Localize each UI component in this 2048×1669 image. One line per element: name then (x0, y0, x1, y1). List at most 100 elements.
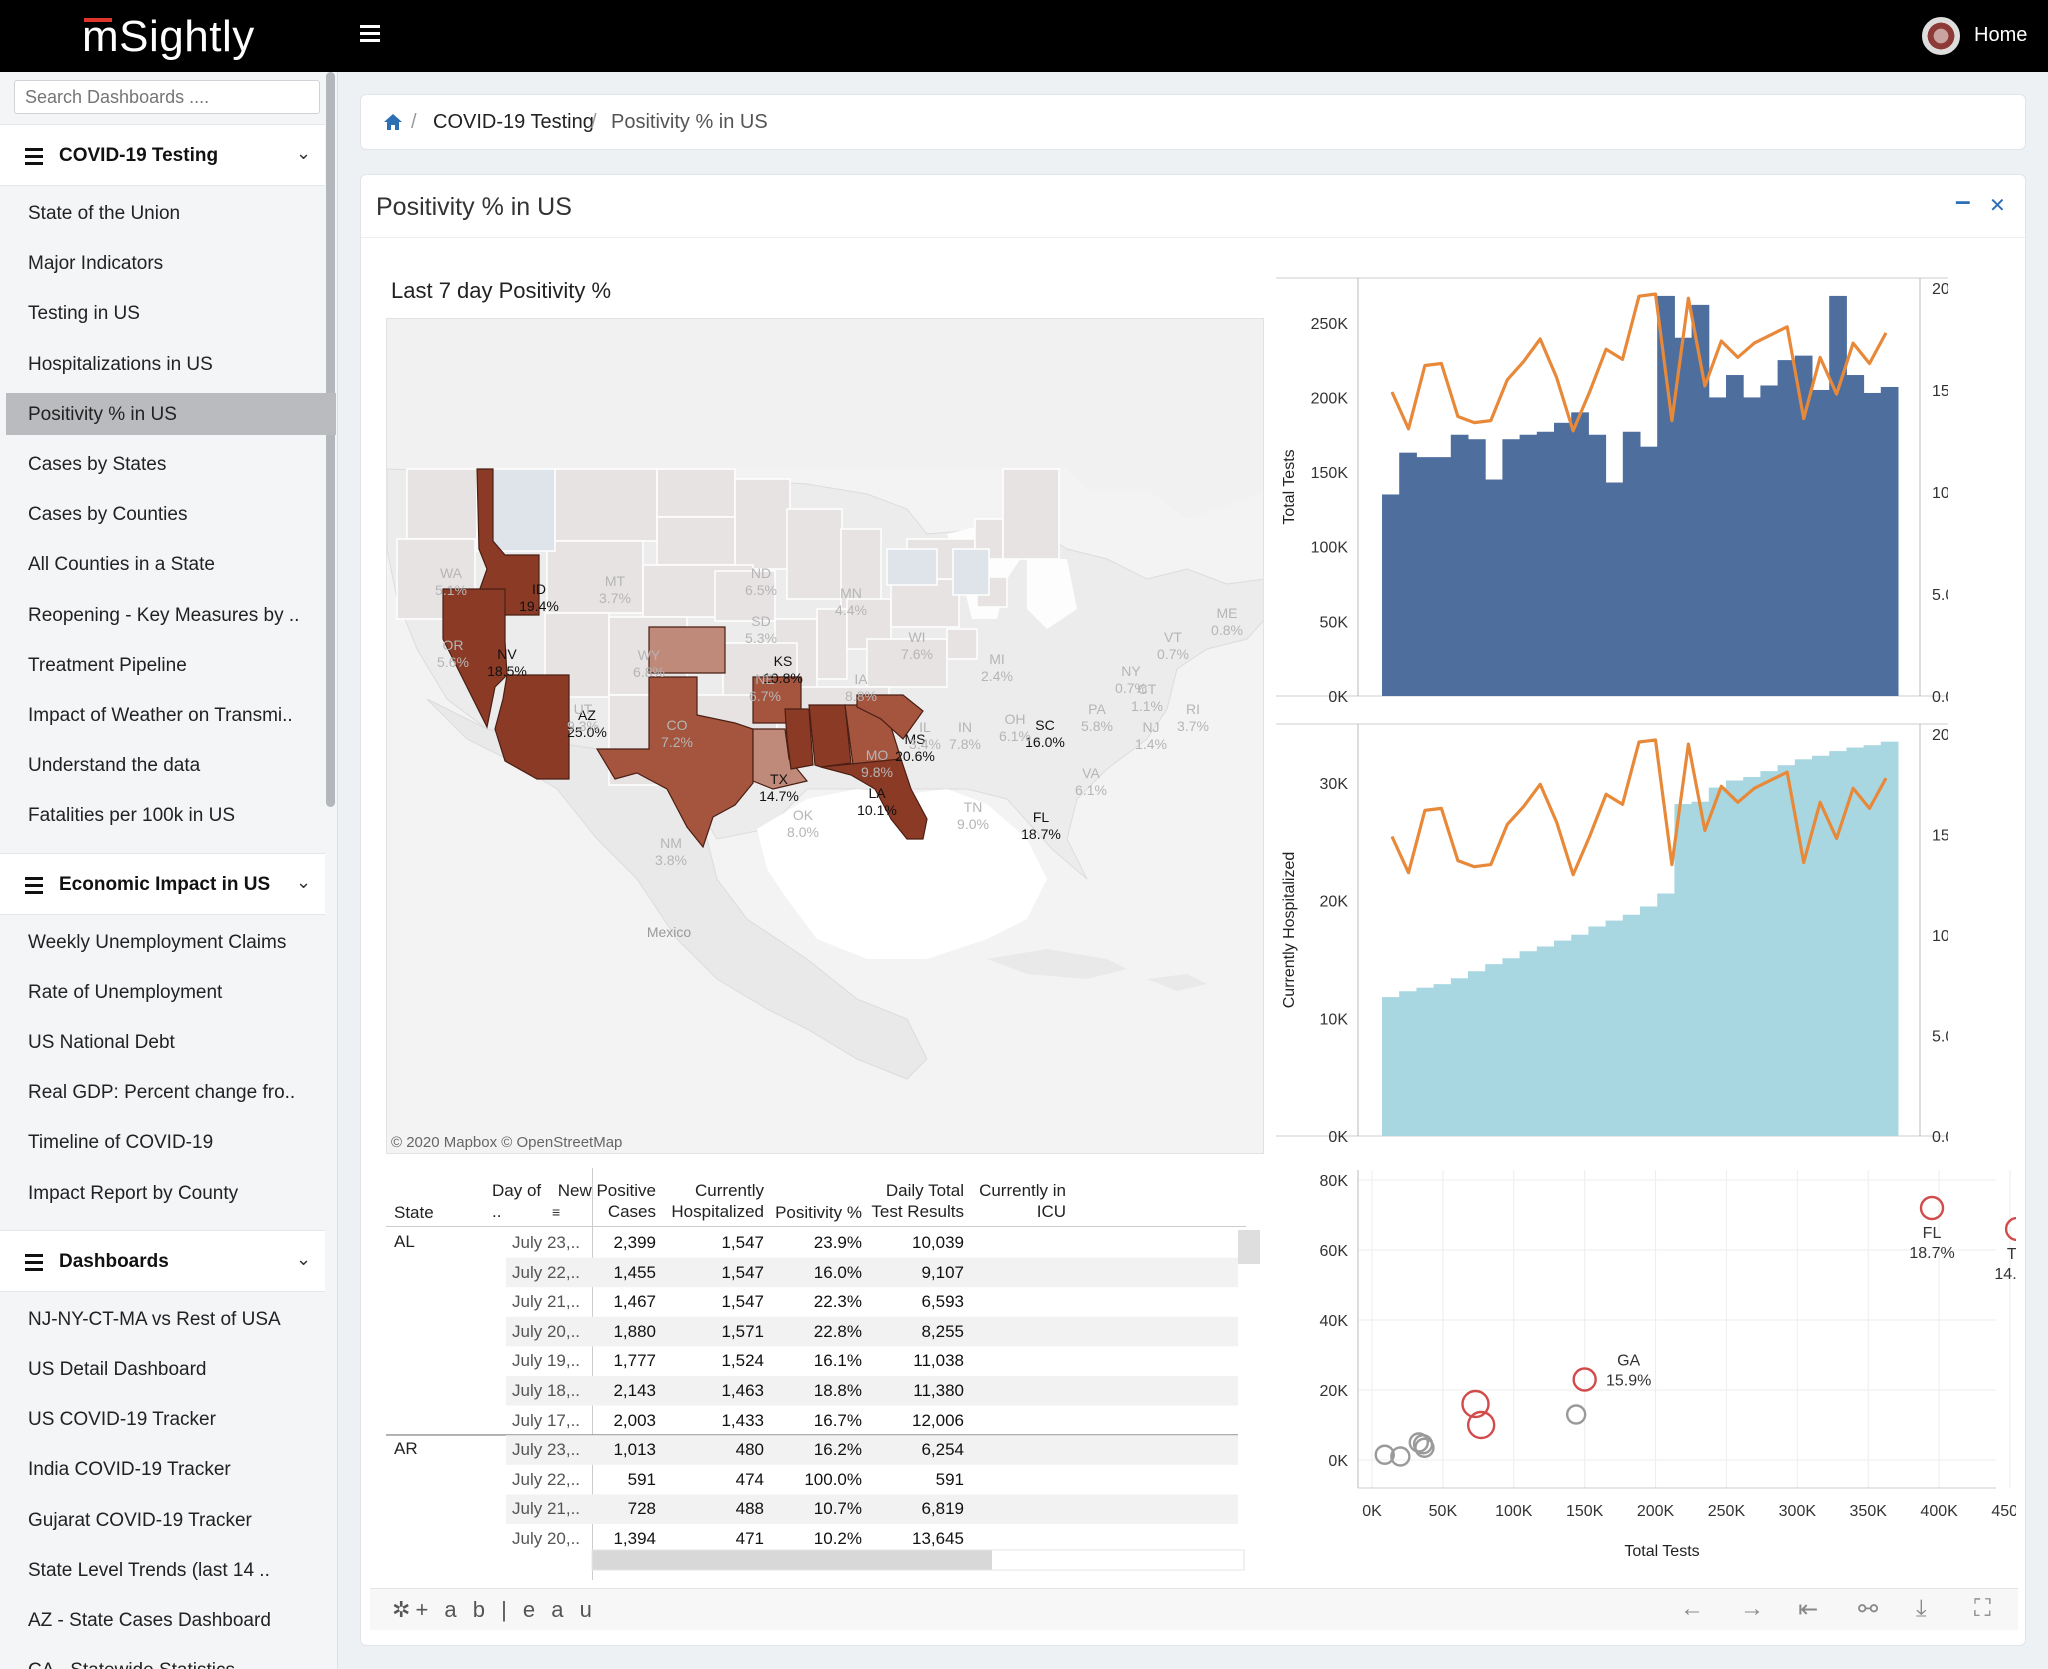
state-label-fl[interactable]: FL 18.7% (1001, 809, 1081, 843)
bar-total-tests[interactable] (1726, 375, 1744, 696)
area-step-hospitalized[interactable] (1519, 951, 1538, 1136)
sidebar-item-cases-by-counties[interactable]: Cases by Counties (28, 504, 188, 526)
sidebar-item-nj-ny-ct-ma-vs-rest-of-usa[interactable]: NJ-NY-CT-MA vs Rest of USA (28, 1308, 281, 1330)
state-label-me[interactable]: ME 0.8% (1187, 605, 1263, 639)
state-label-nj[interactable]: NJ 1.4% (1111, 719, 1191, 753)
area-step-hospitalized[interactable] (1399, 991, 1417, 1136)
bar-total-tests[interactable] (1640, 446, 1658, 696)
state-label-nd[interactable]: ND 6.5% (721, 565, 801, 599)
scatter-point[interactable] (1374, 1444, 1395, 1465)
state-label-mi[interactable]: MI 2.4% (957, 651, 1037, 685)
scatter-point[interactable] (1412, 1434, 1434, 1455)
state-label-ms[interactable]: MS 20.6% (875, 731, 955, 765)
state-label-pa[interactable]: PA 5.8% (1057, 701, 1137, 735)
bar-total-tests[interactable] (1519, 434, 1538, 696)
bar-total-tests[interactable] (1382, 494, 1400, 696)
tableau-logo[interactable]: ✲+ a b | e a u (392, 1597, 597, 1622)
state-label-sd[interactable]: SD 5.3% (721, 613, 801, 647)
sidebar-item-major-indicators[interactable]: Major Indicators (28, 253, 164, 275)
state-label-tn[interactable]: TN 9.0% (933, 799, 1013, 833)
bar-total-tests[interactable] (1691, 304, 1710, 696)
state-label-or[interactable]: OR 5.6% (413, 637, 493, 671)
area-step-hospitalized[interactable] (1812, 755, 1830, 1136)
state-label-tx[interactable]: TX 14.7% (739, 771, 819, 805)
table-hscroll-thumb[interactable] (592, 1550, 992, 1570)
scatter-chart[interactable]: 0K 50K 100K 150K 200K 250K 300K 350K 400K 450K 80K… (1276, 1160, 2016, 1570)
area-step-hospitalized[interactable] (1502, 958, 1521, 1136)
close-icon[interactable]: ✕ (1989, 195, 2006, 217)
column-header-new-positive-cases[interactable]: New Positive Cases (557, 1181, 656, 1221)
state-label-az[interactable]: AZ 25.0% (547, 707, 627, 741)
sidebar-item-testing-in-us[interactable]: Testing in US (28, 303, 140, 325)
bar-total-tests[interactable] (1760, 385, 1779, 696)
bar-total-tests[interactable] (1777, 360, 1796, 696)
sidebar-item-ca-statewide-statistics[interactable]: CA - Statewide Statistics (6, 1649, 336, 1669)
bar-total-tests[interactable] (1433, 457, 1452, 696)
area-step-hospitalized[interactable] (1829, 751, 1847, 1136)
sidebar-item-all-counties-in-a-state[interactable]: All Counties in a State (28, 554, 215, 576)
area-step-hospitalized[interactable] (1485, 964, 1503, 1136)
bar-total-tests[interactable] (1622, 431, 1641, 696)
sidebar-item-state-level-trends-last-14[interactable]: State Level Trends (last 14 .. (28, 1559, 270, 1581)
state-label-vt[interactable]: VT 0.7% (1133, 629, 1213, 663)
area-step-hospitalized[interactable] (1433, 984, 1452, 1136)
search-input[interactable] (14, 80, 320, 114)
nav-group-economic-impact-in-us[interactable]: Economic Impact in US ⌄ (0, 852, 325, 915)
app-logo[interactable]: mSightly (82, 12, 255, 61)
sidebar-item-treatment-pipeline[interactable]: Treatment Pipeline (28, 654, 187, 676)
state-label-mo[interactable]: MO 9.8% (837, 747, 917, 781)
sidebar-item-fatalities-per-100k-in-us[interactable]: Fatalities per 100k in US (28, 805, 235, 827)
sidebar-item-rate-of-unemployment[interactable]: Rate of Unemployment (28, 981, 223, 1003)
bar-total-tests[interactable] (1399, 452, 1417, 696)
sort-icon[interactable]: ≡ (552, 1204, 561, 1220)
sidebar-item-weekly-unemployment-claims[interactable]: Weekly Unemployment Claims (28, 931, 287, 953)
state-label-ut[interactable]: UT 9.3% (543, 701, 623, 735)
state-label-mt[interactable]: MT 3.7% (575, 573, 655, 607)
bar-total-tests[interactable] (1794, 355, 1813, 696)
column-header-day-of[interactable]: Day of .. (492, 1181, 542, 1221)
share-icon[interactable]: ⚯ (1858, 1596, 1879, 1623)
chevron-down-icon[interactable]: ⌄ (296, 1248, 312, 1269)
home-icon[interactable] (383, 112, 403, 132)
home-link[interactable]: Home (1974, 24, 2028, 46)
column-header-currently-hospitalized[interactable]: Currently Hospitalized (671, 1181, 764, 1221)
state-label-ks[interactable]: KS 10.8% (743, 653, 823, 687)
state-label-ny[interactable]: NY 0.7% (1091, 663, 1171, 697)
area-step-hospitalized[interactable] (1863, 745, 1882, 1136)
state-label-ok[interactable]: OK 8.0% (763, 807, 843, 841)
chevron-down-icon[interactable]: ⌄ (296, 871, 312, 892)
area-step-hospitalized[interactable] (1794, 759, 1813, 1136)
area-step-hospitalized[interactable] (1640, 906, 1658, 1136)
sidebar-item-us-national-debt[interactable]: US National Debt (28, 1032, 175, 1053)
area-step-hospitalized[interactable] (1708, 787, 1727, 1136)
line-positivity[interactable] (1390, 738, 1888, 877)
sidebar-item-state-of-the-union[interactable]: State of the Union (28, 203, 181, 224)
state-label-va[interactable]: VA 6.1% (1051, 765, 1131, 799)
area-step-hospitalized[interactable] (1880, 741, 1899, 1136)
bar-total-tests[interactable] (1657, 295, 1675, 696)
sidebar-item-gujarat-covid-19-tracker[interactable]: Gujarat COVID-19 Tracker (28, 1509, 252, 1531)
bar-total-tests[interactable] (1468, 439, 1486, 696)
download-icon[interactable]: ⤓ (1916, 1595, 1927, 1622)
bar-total-tests[interactable] (1536, 431, 1555, 696)
bar-total-tests[interactable] (1743, 397, 1761, 696)
positivity-map[interactable]: Mexico ID 19.4% NV 18.5% AZ 25.0% KS 10.8% TX 14.… (386, 318, 1264, 1154)
menu-toggle-icon[interactable] (360, 25, 380, 45)
bar-total-tests[interactable] (1674, 337, 1693, 696)
scatter-point[interactable] (2004, 1216, 2016, 1242)
state-label-id[interactable]: ID 19.4% (499, 581, 579, 615)
state-label-nm[interactable]: NM 3.8% (631, 835, 711, 869)
state-label-ct[interactable]: CT 1.1% (1107, 681, 1187, 715)
area-step-hospitalized[interactable] (1450, 978, 1469, 1136)
avatar[interactable] (1922, 17, 1960, 55)
state-label-co[interactable]: CO 7.2% (637, 717, 717, 751)
state-label-oh[interactable]: OH 6.1% (975, 711, 1055, 745)
state-label-wy[interactable]: WY 6.8% (609, 647, 689, 681)
sidebar-item-us-detail-dashboard[interactable]: US Detail Dashboard (28, 1359, 207, 1380)
sidebar-item-understand-the-data[interactable]: Understand the data (28, 755, 201, 777)
data-table[interactable]: State Day of .. New Positive Cases Currentl… (386, 1168, 1264, 1580)
bar-total-tests[interactable] (1812, 389, 1830, 696)
area-step-hospitalized[interactable] (1846, 747, 1865, 1136)
area-step-hospitalized[interactable] (1760, 771, 1779, 1136)
bar-total-tests[interactable] (1708, 397, 1727, 696)
